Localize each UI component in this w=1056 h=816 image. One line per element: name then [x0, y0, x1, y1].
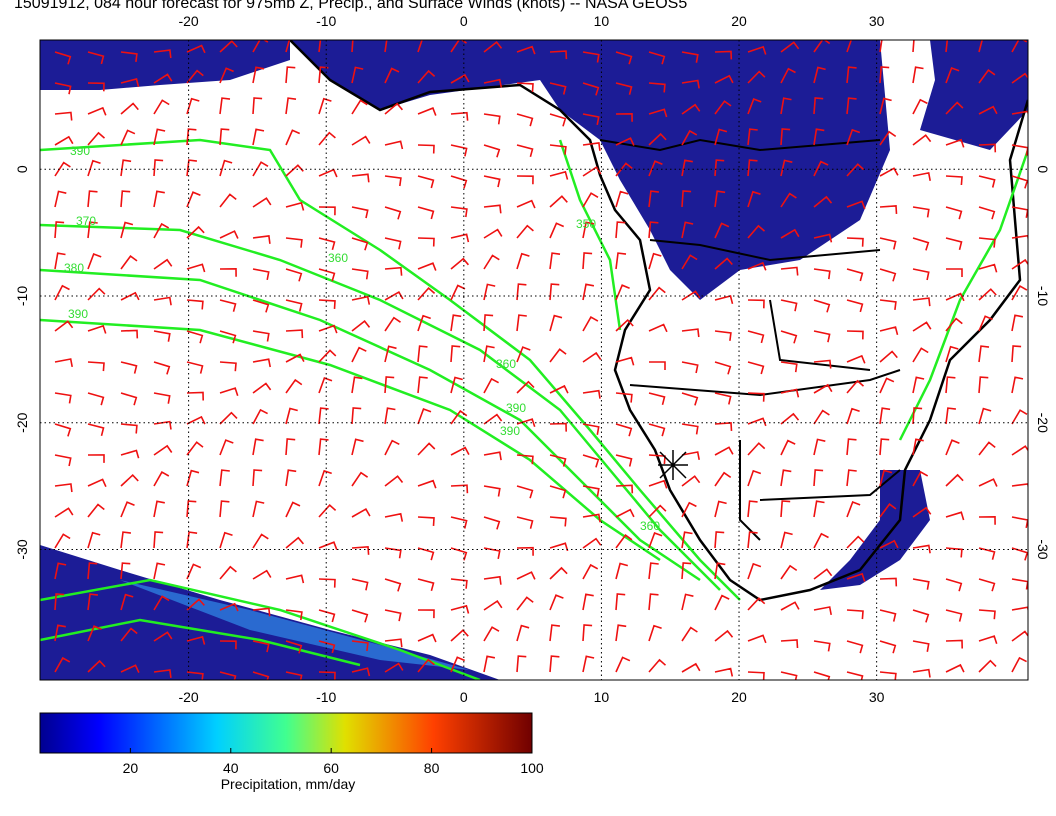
- lat-tick-label: 0: [1035, 165, 1051, 173]
- lon-tick-label: -10: [316, 689, 336, 705]
- contour-label: 370: [76, 214, 96, 228]
- contour-label: 390: [506, 401, 526, 415]
- precip-area: [120, 580, 470, 670]
- lat-tick-label: -20: [14, 412, 30, 432]
- map-frame: [39, 39, 1029, 681]
- contour-label: 380: [64, 261, 84, 275]
- lat-tick-label: -20: [1035, 413, 1051, 433]
- lon-tick-label: 30: [869, 689, 885, 705]
- lat-tick-label: -30: [1035, 539, 1051, 559]
- colorbar-tick-label: 40: [223, 760, 239, 776]
- contour-label: 350: [576, 217, 596, 231]
- lon-tick-label: -20: [178, 689, 198, 705]
- contour-label: 360: [640, 519, 660, 533]
- precip-area: [820, 470, 930, 590]
- lon-tick-label: 30: [869, 13, 885, 29]
- graticule: [40, 40, 1028, 680]
- precip-area: [920, 40, 1028, 150]
- wind-barbs: [54, 40, 1028, 680]
- precip-area: [40, 40, 890, 300]
- map-area: 390 370 380 390 360 350 360 390 390 360: [40, 40, 1028, 680]
- lon-tick-label: -20: [178, 13, 198, 29]
- lon-tick-label: 0: [460, 689, 468, 705]
- lon-tick-label: 20: [731, 689, 747, 705]
- border: [599, 138, 901, 541]
- colorbar-label: Precipitation, mm/day: [221, 776, 356, 792]
- barb: [54, 40, 1028, 680]
- title: 15091912, 084 hour forecast for 975mb Z,…: [14, 0, 687, 12]
- colorbar-tick-label: 60: [323, 760, 339, 776]
- coastline: [289, 40, 1028, 602]
- contour-label: 360: [496, 357, 516, 371]
- axis-labels: -20 -20 -10 -10 0 0 10 10 20 20 30 30 0 0 -10 -10 -20 -20…: [14, 13, 1051, 705]
- colorbar-tick-label: 100: [520, 760, 544, 776]
- lon-tick-label: 20: [731, 13, 747, 29]
- lon-tick-label: 10: [594, 689, 610, 705]
- lon-tick-label: -10: [316, 13, 336, 29]
- lat-tick-label: 0: [14, 165, 30, 173]
- contour-label: 390: [68, 307, 88, 321]
- precip-area: [40, 40, 290, 90]
- colorbar-tick-label: 20: [123, 760, 139, 776]
- station-marker: [658, 450, 688, 480]
- lat-tick-label: -10: [1035, 286, 1051, 306]
- lon-tick-label: 10: [594, 13, 610, 29]
- lat-tick-label: -30: [14, 539, 30, 559]
- colorbar: [39, 712, 533, 754]
- colorbar-tick-label: 80: [424, 760, 440, 776]
- contour-label: 390: [500, 424, 520, 438]
- contour-label: 360: [328, 251, 348, 265]
- contour-label: 390: [70, 144, 90, 158]
- lat-tick-label: -10: [14, 286, 30, 306]
- lon-tick-label: 0: [460, 13, 468, 29]
